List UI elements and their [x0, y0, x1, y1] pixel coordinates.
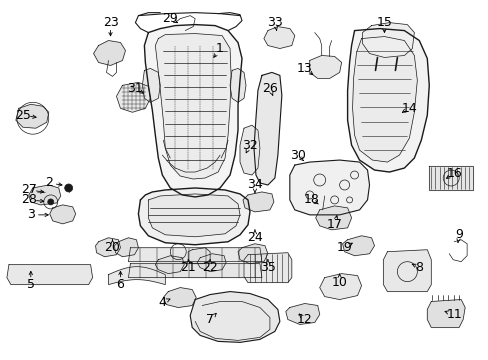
Polygon shape	[285, 303, 319, 324]
Text: 14: 14	[401, 102, 416, 115]
Text: 33: 33	[266, 16, 282, 29]
Text: 13: 13	[296, 62, 312, 75]
Text: 34: 34	[246, 179, 262, 192]
Polygon shape	[289, 160, 369, 215]
Text: 27: 27	[21, 184, 37, 197]
Polygon shape	[197, 254, 225, 272]
Polygon shape	[163, 288, 196, 307]
Text: 9: 9	[454, 228, 462, 241]
Circle shape	[64, 184, 73, 192]
Text: 8: 8	[414, 261, 423, 274]
Polygon shape	[244, 253, 291, 283]
Polygon shape	[253, 72, 281, 185]
Polygon shape	[114, 238, 138, 257]
Polygon shape	[264, 27, 294, 49]
Polygon shape	[362, 23, 413, 58]
Polygon shape	[352, 37, 416, 162]
Polygon shape	[138, 188, 249, 245]
Text: 4: 4	[158, 296, 166, 309]
Polygon shape	[238, 244, 267, 264]
Text: 3: 3	[27, 208, 35, 221]
Polygon shape	[342, 236, 374, 256]
Polygon shape	[309, 55, 341, 78]
Polygon shape	[148, 194, 240, 237]
Text: 11: 11	[446, 308, 461, 321]
Circle shape	[48, 199, 54, 205]
Text: 30: 30	[289, 149, 305, 162]
Polygon shape	[128, 248, 262, 262]
Text: 15: 15	[376, 16, 391, 29]
Polygon shape	[95, 238, 120, 257]
Polygon shape	[347, 28, 428, 172]
Polygon shape	[383, 250, 430, 292]
Text: 19: 19	[336, 241, 352, 254]
Polygon shape	[188, 248, 210, 264]
Text: 23: 23	[102, 16, 118, 29]
Text: 29: 29	[162, 12, 178, 25]
Text: 32: 32	[242, 139, 257, 152]
Polygon shape	[144, 24, 242, 197]
Polygon shape	[108, 267, 165, 285]
Polygon shape	[428, 166, 472, 190]
Text: 26: 26	[262, 82, 277, 95]
Text: 16: 16	[446, 167, 461, 180]
Text: 10: 10	[331, 276, 347, 289]
Text: 21: 21	[180, 261, 196, 274]
Text: 20: 20	[104, 241, 120, 254]
Polygon shape	[155, 33, 230, 179]
Polygon shape	[128, 264, 262, 278]
Polygon shape	[50, 205, 76, 224]
Text: 24: 24	[246, 231, 262, 244]
Text: 1: 1	[216, 42, 224, 55]
Polygon shape	[155, 256, 184, 274]
Text: 25: 25	[15, 109, 31, 122]
Text: 17: 17	[326, 218, 342, 231]
Polygon shape	[229, 68, 245, 102]
Polygon shape	[116, 82, 150, 112]
Polygon shape	[319, 274, 361, 300]
Polygon shape	[7, 265, 92, 285]
Polygon shape	[142, 68, 160, 102]
Text: 2: 2	[45, 176, 53, 189]
Text: 35: 35	[260, 261, 275, 274]
Polygon shape	[240, 125, 260, 175]
Text: 7: 7	[206, 313, 214, 326]
Text: 28: 28	[21, 193, 37, 206]
Text: 18: 18	[303, 193, 319, 206]
Polygon shape	[29, 185, 61, 205]
Polygon shape	[427, 300, 464, 328]
Polygon shape	[190, 292, 279, 342]
Polygon shape	[16, 104, 49, 128]
Polygon shape	[93, 41, 125, 66]
Text: 5: 5	[27, 278, 35, 291]
Text: 12: 12	[296, 313, 312, 326]
Text: 6: 6	[116, 278, 124, 291]
Text: 22: 22	[202, 261, 218, 274]
Polygon shape	[315, 206, 351, 230]
Text: 31: 31	[127, 82, 143, 95]
Polygon shape	[243, 192, 273, 212]
